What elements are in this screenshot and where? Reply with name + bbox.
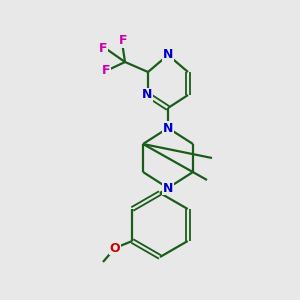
- Text: F: F: [102, 64, 110, 76]
- Text: N: N: [163, 182, 173, 194]
- Text: N: N: [142, 88, 152, 101]
- Text: F: F: [99, 41, 107, 55]
- Text: N: N: [163, 122, 173, 134]
- Text: F: F: [119, 34, 127, 47]
- Text: O: O: [110, 242, 120, 254]
- Text: N: N: [163, 49, 173, 62]
